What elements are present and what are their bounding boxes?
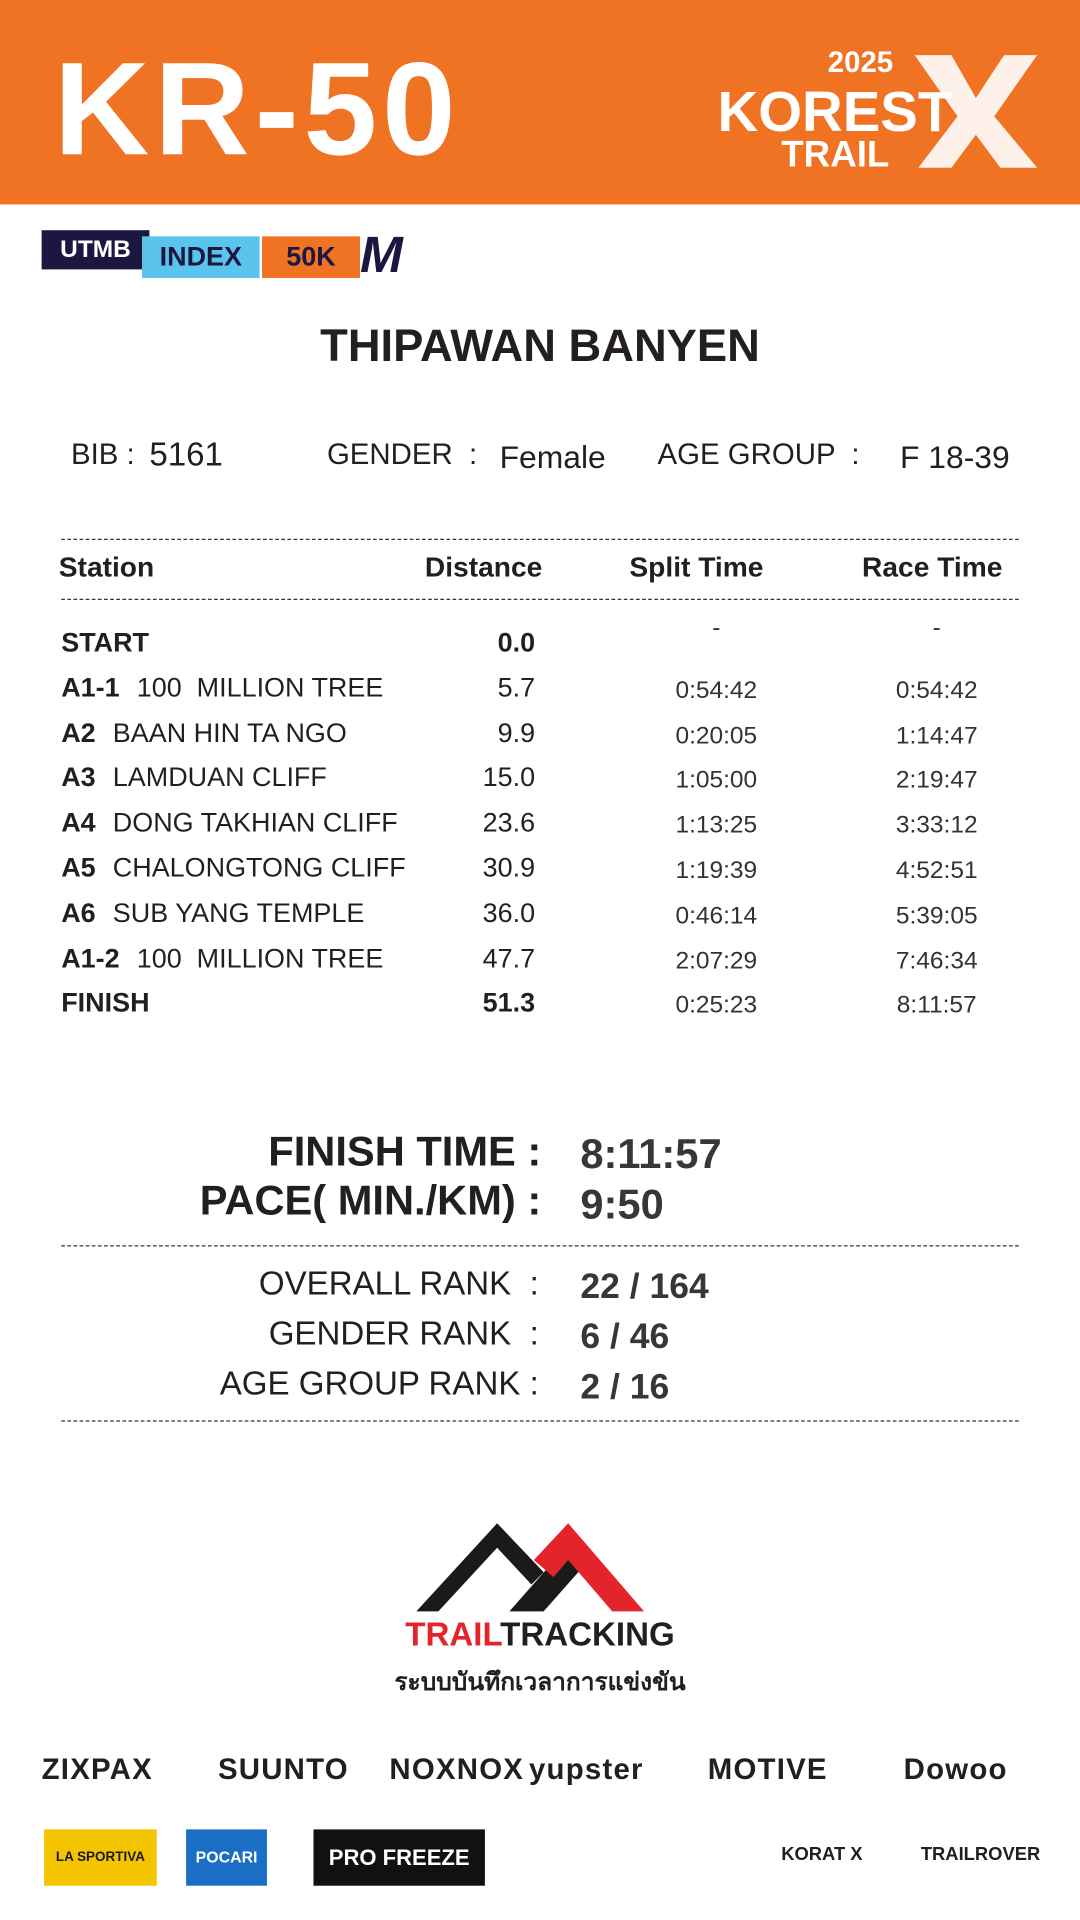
age-label: AGE GROUP : bbox=[657, 438, 860, 472]
station-name: 100 MILLION TREE bbox=[136, 942, 384, 973]
station-code: START bbox=[61, 626, 150, 658]
distance: 51.3 bbox=[482, 987, 536, 1019]
distance: 23.6 bbox=[482, 807, 536, 838]
station-name: CHALONGTONG CLIFF bbox=[112, 852, 406, 883]
rank-value: 2 / 16 bbox=[580, 1367, 670, 1407]
brand-black: TRACKING bbox=[500, 1616, 675, 1654]
event-year: 2025 bbox=[827, 46, 894, 80]
distance: 15.0 bbox=[482, 762, 536, 793]
header-band bbox=[0, 0, 1080, 205]
pace-label: PACE( MIN./KM) : bbox=[199, 1177, 542, 1225]
col-header: Split Time bbox=[629, 551, 764, 583]
sponsor-logo: ZIXPAX bbox=[41, 1753, 153, 1787]
badge-utmb: UTMB bbox=[41, 230, 150, 270]
distance: 30.9 bbox=[482, 852, 536, 883]
col-header: Station bbox=[58, 551, 155, 583]
distance: 9.9 bbox=[497, 717, 536, 748]
sponsor-logo: Dowoo bbox=[903, 1753, 1008, 1787]
divider bbox=[61, 538, 1019, 541]
race-time: 5:39:05 bbox=[895, 902, 978, 930]
race-time: 2:19:47 bbox=[895, 767, 978, 794]
station-code: A6 bbox=[61, 897, 96, 928]
station-code: FINISH bbox=[61, 987, 150, 1019]
finish-label: FINISH TIME : bbox=[268, 1128, 542, 1176]
station-code: A2 bbox=[61, 717, 96, 748]
split-time: 1:19:39 bbox=[675, 857, 758, 885]
station-code: A3 bbox=[61, 762, 96, 793]
rank-value: 6 / 46 bbox=[580, 1317, 670, 1357]
distance: 5.7 bbox=[497, 671, 536, 703]
badge-index: INDEX bbox=[142, 236, 260, 278]
split-time: 0:20:05 bbox=[675, 721, 758, 749]
distance: 36.0 bbox=[482, 897, 536, 928]
badge-50k: 50K bbox=[262, 236, 361, 278]
sponsor-logo: POCARI SWEAT bbox=[186, 1829, 267, 1920]
brand: TRAILTRACKING bbox=[0, 1616, 1080, 1654]
race-time: 8:11:57 bbox=[896, 992, 977, 1020]
bib-label: BIB : bbox=[71, 438, 135, 472]
runner-name: THIPAWAN BANYEN bbox=[320, 320, 760, 372]
rank-value: 22 / 164 bbox=[580, 1267, 709, 1307]
station-code: A1-2 bbox=[61, 942, 120, 973]
gender-label: GENDER : bbox=[326, 438, 478, 472]
rank-label: AGE GROUP RANK : bbox=[219, 1365, 539, 1403]
rank-label: OVERALL RANK : bbox=[258, 1264, 539, 1302]
race-time: 1:14:47 bbox=[895, 721, 978, 749]
station-code: A1-1 bbox=[61, 671, 120, 703]
sponsor-logo: MOTIVE bbox=[707, 1753, 828, 1787]
sponsor-logo: TRAILROVER bbox=[920, 1844, 1041, 1865]
rank-label: GENDER RANK : bbox=[268, 1315, 539, 1352]
split-time: 1:05:00 bbox=[675, 767, 758, 794]
distance: 0.0 bbox=[497, 626, 536, 658]
split-time: 0:25:23 bbox=[675, 992, 758, 1020]
station-name: BAAN HIN TA NGO bbox=[112, 717, 347, 748]
age-group: F 18-39 bbox=[900, 438, 1010, 476]
divider bbox=[61, 598, 1019, 601]
gender: Female bbox=[499, 438, 606, 476]
sponsor-logo: SUUNTO bbox=[217, 1753, 349, 1787]
pace: 9:50 bbox=[580, 1181, 664, 1229]
race-time: 7:46:34 bbox=[895, 947, 978, 975]
split-time: 0:54:42 bbox=[675, 676, 758, 704]
x-mark bbox=[914, 55, 1038, 168]
sponsor-logo: LA SPORTIVA bbox=[44, 1829, 157, 1886]
station-code: A4 bbox=[61, 807, 96, 838]
tagline: ระบบบันทึกเวลาการแข่งขัน bbox=[394, 1668, 686, 1696]
split-time: 0:46:14 bbox=[675, 902, 758, 930]
finish-time: 8:11:57 bbox=[580, 1131, 722, 1178]
split-time: - bbox=[712, 614, 721, 642]
station-name: DONG TAKHIAN CLIFF bbox=[112, 807, 398, 838]
race-time: 3:33:12 bbox=[895, 812, 978, 840]
badge-m: M bbox=[360, 225, 403, 283]
bib: 5161 bbox=[149, 435, 223, 473]
station-name: 100 MILLION TREE bbox=[136, 671, 384, 703]
race-title: KR-50 bbox=[53, 34, 461, 183]
station-name: LAMDUAN CLIFF bbox=[112, 762, 327, 793]
col-header: Race Time bbox=[862, 551, 1003, 583]
sponsor-logo: PRO FREEZE bbox=[313, 1829, 485, 1886]
divider bbox=[61, 1420, 1019, 1422]
station-name: SUB YANG TEMPLE bbox=[112, 897, 365, 928]
sponsor-logo: NOXNOX bbox=[389, 1753, 525, 1787]
brand-red: TRAIL bbox=[405, 1616, 501, 1654]
race-time: 4:52:51 bbox=[895, 857, 978, 885]
event-sub: TRAIL bbox=[781, 134, 890, 176]
sponsor-logo: KORAT X bbox=[781, 1844, 863, 1865]
event-name: KOREST bbox=[717, 79, 953, 144]
divider bbox=[61, 1245, 1019, 1247]
distance: 47.7 bbox=[482, 942, 536, 973]
col-header: Distance bbox=[424, 551, 543, 583]
trailtracking-logo bbox=[416, 1523, 645, 1612]
split-time: 1:13:25 bbox=[675, 812, 758, 840]
race-time: 0:54:42 bbox=[895, 676, 978, 704]
station-code: A5 bbox=[61, 852, 96, 883]
split-time: 2:07:29 bbox=[675, 947, 758, 975]
sponsor-logo: yupster bbox=[528, 1753, 644, 1787]
race-time: - bbox=[932, 614, 941, 642]
